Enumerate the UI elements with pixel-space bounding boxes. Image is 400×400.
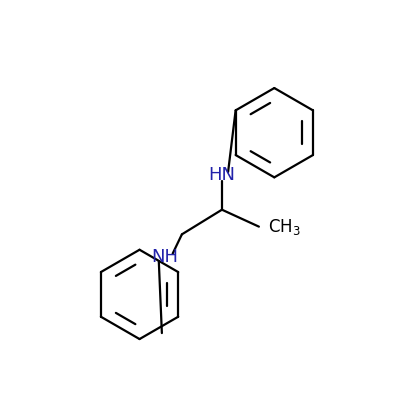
Text: NH: NH — [152, 248, 178, 266]
Text: HN: HN — [208, 166, 236, 184]
Text: CH$_3$: CH$_3$ — [268, 217, 301, 237]
